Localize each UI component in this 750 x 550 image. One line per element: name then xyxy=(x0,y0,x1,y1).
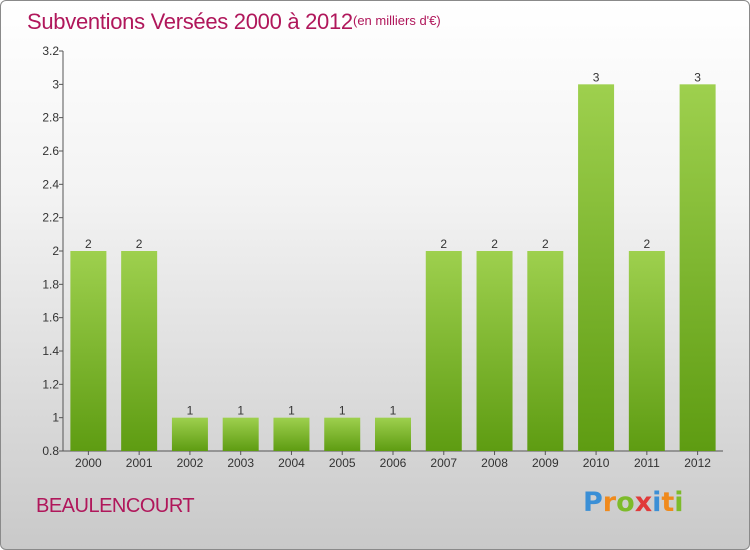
chart-labels: 2000 2 2001 2 2002 1 2003 1 2004 1 2005 1 2006 1 2007 2… xyxy=(75,70,711,470)
logo-letter: t xyxy=(661,487,675,518)
x-tick-label: 2004 xyxy=(278,456,305,470)
x-tick-label: 2000 xyxy=(75,456,102,470)
bar xyxy=(375,417,411,451)
logo-letter: P xyxy=(583,487,603,518)
y-tick-label: 2 xyxy=(52,244,59,258)
bar xyxy=(324,417,361,451)
x-tick-label: 2009 xyxy=(532,456,559,470)
y-tick-label: 1.8 xyxy=(42,277,59,291)
y-tick-label: 1.6 xyxy=(42,311,59,325)
bar xyxy=(679,84,716,451)
y-tick-label: 1.2 xyxy=(42,377,59,391)
logo-letter: r xyxy=(602,487,617,518)
y-tick-label: 3 xyxy=(52,77,59,91)
chart-bars xyxy=(70,84,716,451)
x-tick-label: 2006 xyxy=(380,456,407,470)
bar xyxy=(628,251,665,451)
bar xyxy=(476,251,513,451)
data-label: 2 xyxy=(644,237,651,251)
logo-letter: i xyxy=(652,487,662,518)
x-tick-label: 2001 xyxy=(126,456,153,470)
y-tick-label: 2.8 xyxy=(42,111,59,125)
y-tick-label: 1.4 xyxy=(42,344,59,358)
logo-letter: x xyxy=(634,487,653,518)
y-tick-label: 1 xyxy=(52,411,59,425)
x-tick-label: 2010 xyxy=(583,456,610,470)
bar xyxy=(578,84,615,451)
bar xyxy=(121,251,158,451)
proxiti-logo: Proxiti xyxy=(583,487,684,518)
bar xyxy=(171,417,208,451)
y-tick-label: 2.2 xyxy=(42,211,59,225)
y-tick-label: 2.6 xyxy=(42,144,59,158)
bar xyxy=(273,417,310,451)
y-tick-label: 2.4 xyxy=(42,177,59,191)
bar xyxy=(425,251,462,451)
x-tick-label: 2003 xyxy=(227,456,254,470)
logo-letter: i xyxy=(674,487,684,518)
data-label: 3 xyxy=(694,70,701,84)
x-tick-label: 2008 xyxy=(481,456,508,470)
y-tick-label: 0.8 xyxy=(42,444,59,458)
data-label: 1 xyxy=(237,404,244,418)
data-label: 1 xyxy=(390,404,397,418)
data-label: 2 xyxy=(542,237,549,251)
chart-title: Subventions Versées 2000 à 2012 xyxy=(27,9,353,34)
data-label: 2 xyxy=(85,237,92,251)
data-label: 1 xyxy=(288,404,295,418)
data-label: 1 xyxy=(339,404,346,418)
chart-subtitle: (en milliers d'€) xyxy=(353,13,441,28)
x-tick-label: 2012 xyxy=(684,456,711,470)
y-tick-label: 3.2 xyxy=(42,44,59,58)
data-label: 2 xyxy=(491,237,498,251)
x-tick-label: 2007 xyxy=(430,456,457,470)
x-tick-label: 2011 xyxy=(634,456,660,470)
logo-letter: o xyxy=(616,487,635,518)
data-label: 3 xyxy=(593,70,600,84)
x-tick-label: 2005 xyxy=(329,456,356,470)
data-label: 2 xyxy=(136,237,143,251)
data-label: 1 xyxy=(187,404,194,418)
bar xyxy=(527,251,564,451)
x-tick-label: 2002 xyxy=(177,456,204,470)
bar xyxy=(70,251,107,451)
commune-name: BEAULENCOURT xyxy=(36,495,195,517)
bar xyxy=(222,417,259,451)
data-label: 2 xyxy=(440,237,447,251)
